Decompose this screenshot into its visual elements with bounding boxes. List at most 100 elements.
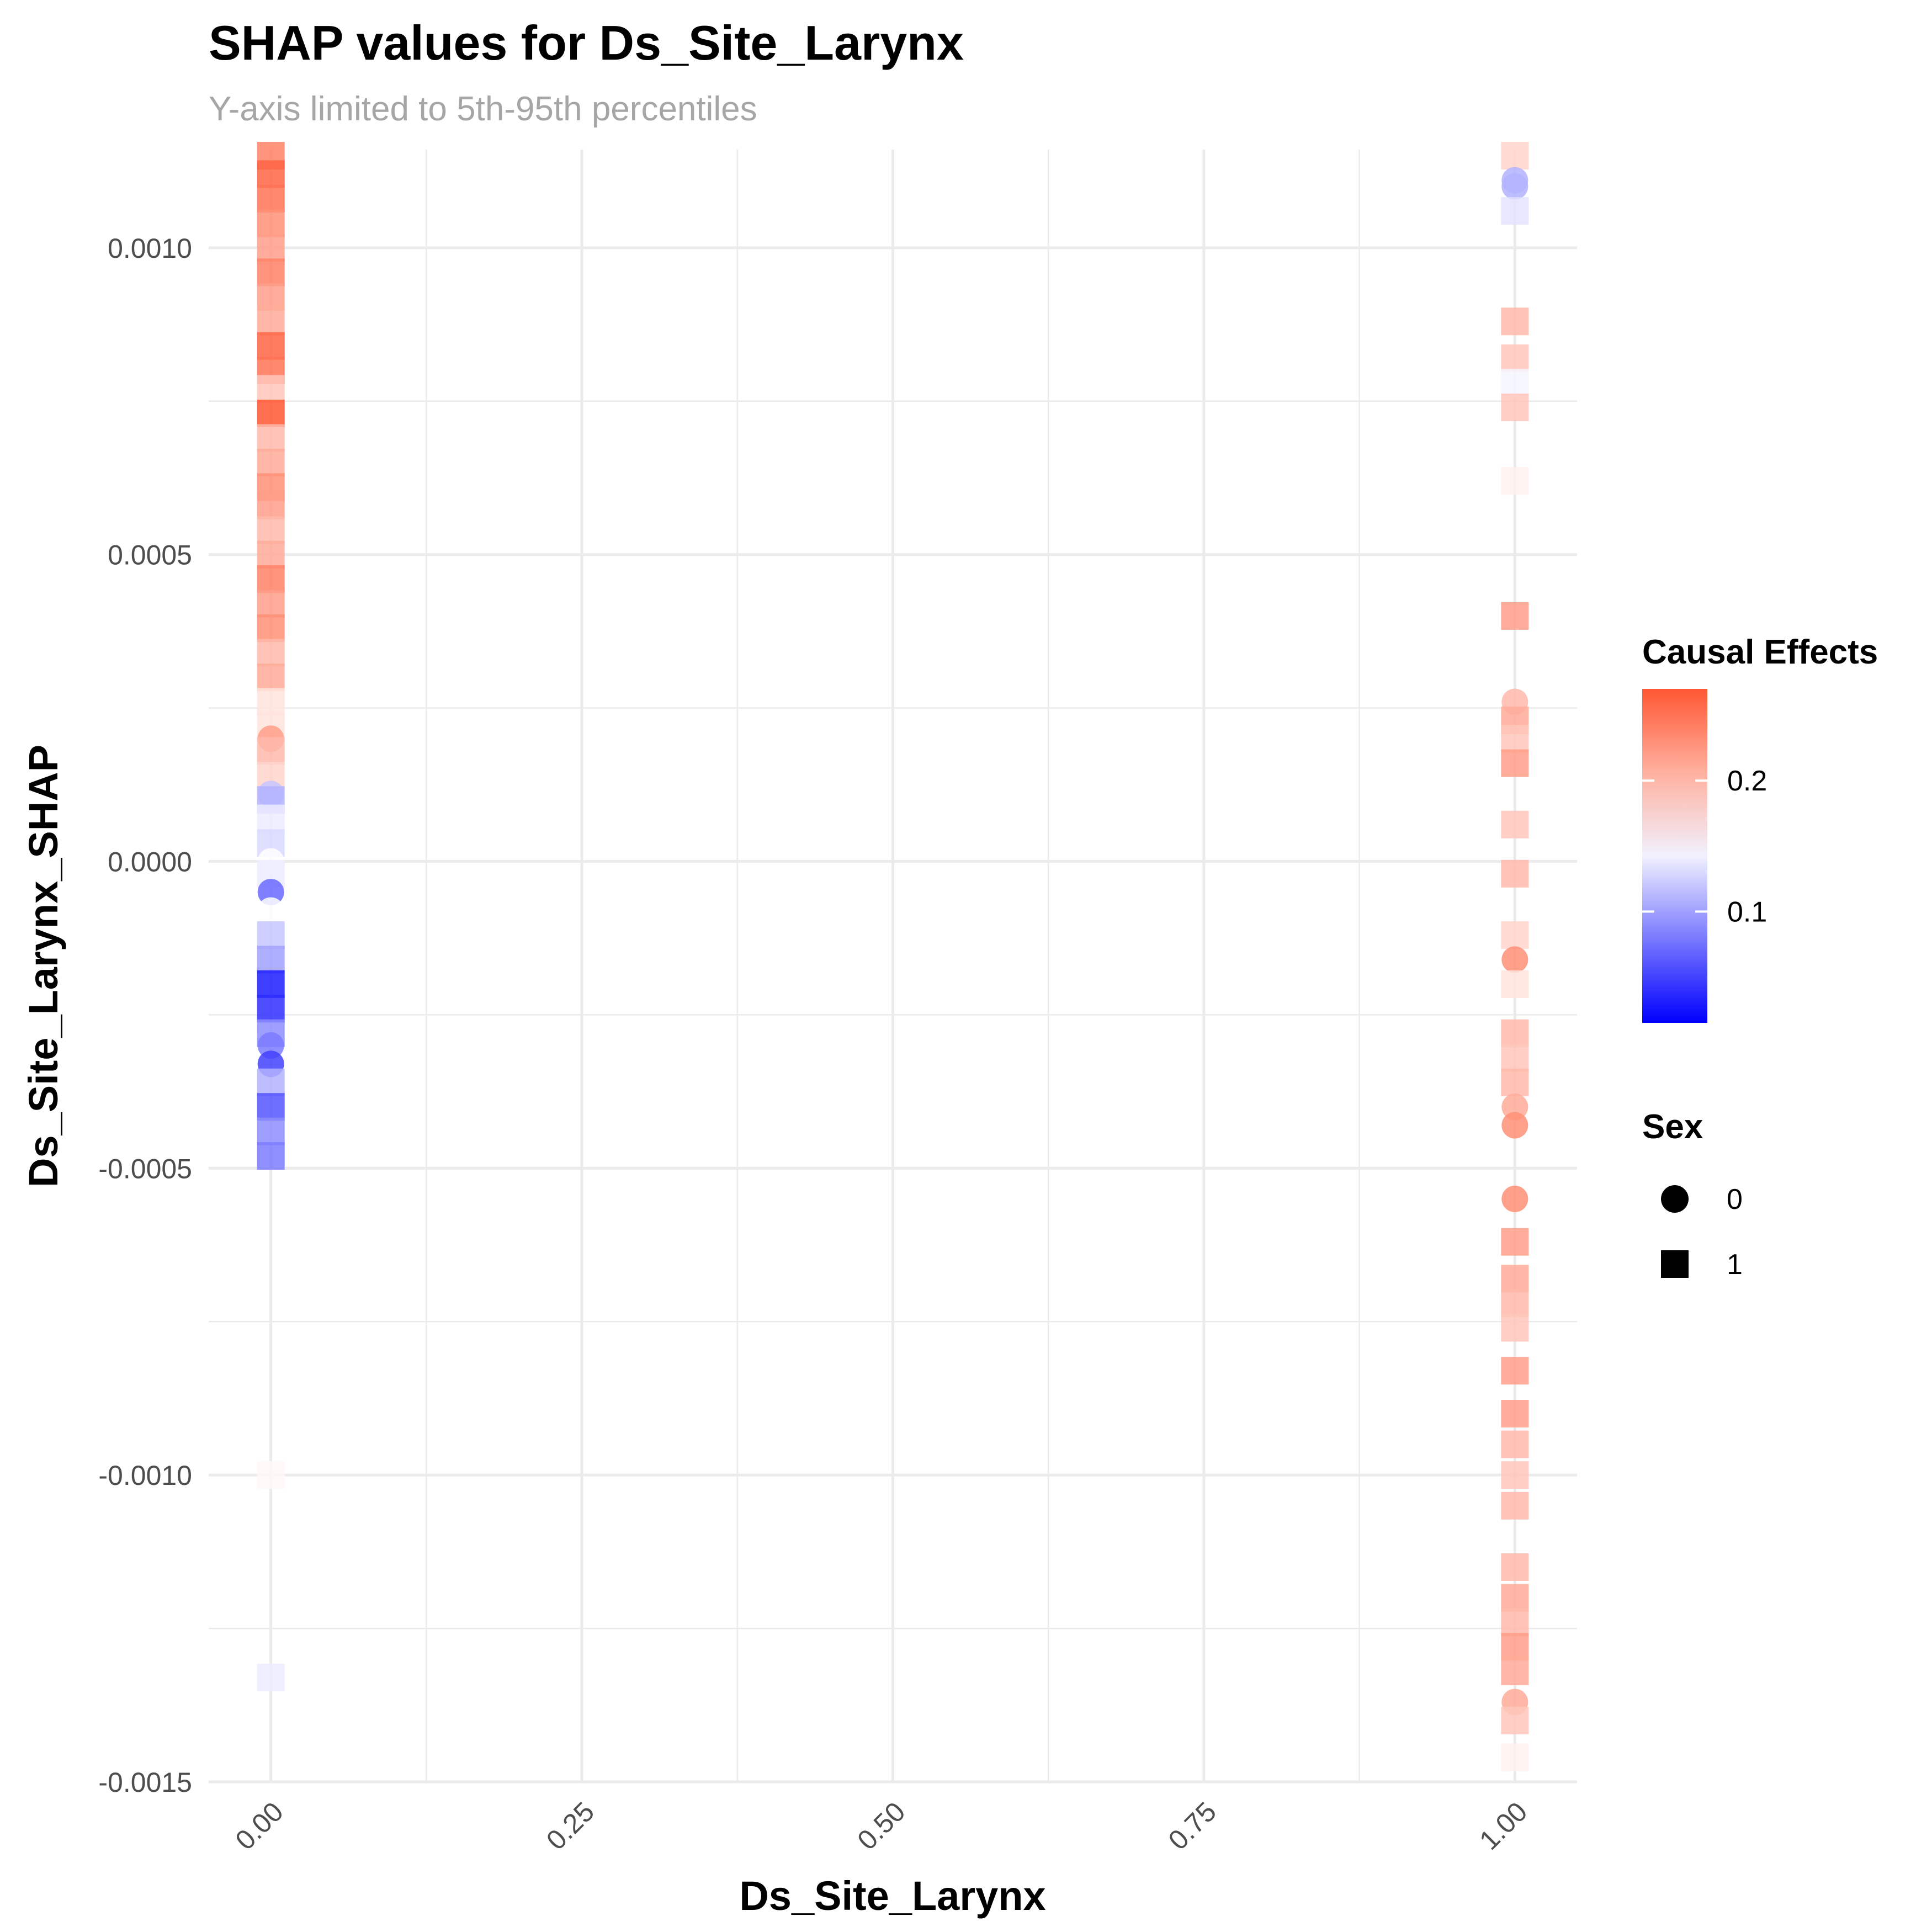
data-point-square (1501, 1289, 1529, 1317)
data-point-circle (257, 879, 284, 906)
data-point-square (1501, 393, 1529, 421)
data-point-square (257, 209, 285, 237)
colorbar-tick-label: 0.1 (1727, 896, 1767, 928)
data-point-square (257, 184, 285, 213)
data-point-square (257, 639, 285, 667)
data-point-square (257, 160, 285, 188)
data-point-circle (257, 1032, 284, 1059)
data-point-square (257, 233, 285, 262)
data-point-square (257, 424, 285, 452)
y-tick-label: 0.0000 (108, 847, 192, 878)
data-point-square (257, 946, 285, 974)
data-point-square (1501, 1461, 1529, 1489)
shape-legend-label: 1 (1727, 1249, 1743, 1281)
y-tick-label: -0.0015 (98, 1767, 192, 1798)
data-point-circle (1501, 1185, 1528, 1212)
data-point-square (257, 804, 285, 832)
data-point-square (1501, 1706, 1529, 1734)
data-point-square (1501, 369, 1529, 397)
colorbar-ticks: 0.2 0.1 (1642, 765, 1767, 928)
data-point-square (257, 540, 285, 569)
data-point-square (1501, 344, 1529, 372)
data-point-square (1501, 921, 1529, 949)
data-point-square (1501, 602, 1529, 630)
data-point-square (257, 1068, 285, 1096)
data-point-square (257, 258, 285, 286)
data-point-square (257, 688, 285, 716)
data-point-square (257, 921, 285, 949)
y-tick-label: 0.0005 (108, 540, 192, 571)
colorbar (1642, 689, 1707, 1023)
legend-circle-symbol (1661, 1185, 1689, 1213)
data-point-square (1501, 1357, 1529, 1385)
points-layer (257, 142, 1529, 1771)
data-point-square (1501, 1657, 1529, 1685)
data-point-square (1501, 749, 1529, 777)
chart-subtitle: Y-axis limited to 5th-95th percentiles (209, 90, 757, 128)
data-point-square (257, 565, 285, 593)
data-point-square (257, 664, 285, 692)
y-tick-label: -0.0005 (98, 1153, 192, 1184)
shape-legend-title: Sex (1642, 1108, 1703, 1146)
data-point-square (257, 1664, 285, 1692)
data-point-square (1501, 970, 1529, 998)
data-point-square (1501, 1492, 1529, 1520)
data-point-square (257, 1461, 285, 1489)
data-point-square (1501, 1400, 1529, 1428)
data-point-square (257, 970, 285, 998)
data-point-square (257, 516, 285, 544)
data-point-square (1501, 1553, 1529, 1581)
data-point-square (257, 1117, 285, 1145)
data-point-circle (1501, 1112, 1528, 1139)
data-point-square (257, 1093, 285, 1121)
color-legend-title: Causal Effects (1642, 633, 1878, 671)
data-point-square (1501, 1044, 1529, 1072)
data-point-square (1501, 307, 1529, 336)
chart-title: SHAP values for Ds_Site_Larynx (209, 15, 964, 70)
data-point-square (257, 491, 285, 519)
data-point-square (257, 614, 285, 643)
data-point-square (257, 995, 285, 1023)
data-point-square (1501, 725, 1529, 753)
data-point-square (1501, 1633, 1529, 1661)
color-legend: Causal Effects 0.2 0.1 (1642, 633, 1878, 1023)
data-point-square (257, 400, 285, 428)
data-point-square (257, 375, 285, 403)
data-point-square (257, 1142, 285, 1170)
shape-legend: Sex 01 (1642, 1108, 1743, 1281)
data-point-square (1501, 197, 1529, 225)
data-point-square (1501, 142, 1529, 170)
data-point-square (257, 332, 285, 360)
data-point-circle (257, 897, 284, 924)
data-point-circle (1501, 173, 1528, 200)
x-axis-title: Ds_Site_Larynx (739, 1873, 1045, 1919)
colorbar-tick-label: 0.2 (1727, 765, 1767, 797)
data-point-square (1501, 467, 1529, 495)
data-point-square (1501, 810, 1529, 838)
y-tick-label: -0.0010 (98, 1460, 192, 1491)
data-point-square (257, 737, 285, 765)
data-point-square (1501, 1608, 1529, 1636)
data-point-square (1501, 1068, 1529, 1096)
y-tick-label: 0.0010 (108, 233, 192, 264)
data-point-square (1501, 1430, 1529, 1458)
data-point-square (1501, 1265, 1529, 1293)
data-point-square (1501, 1019, 1529, 1047)
data-point-square (1501, 1228, 1529, 1256)
data-point-square (1501, 859, 1529, 888)
data-point-circle (1501, 1094, 1528, 1121)
data-point-square (1501, 1314, 1529, 1342)
data-point-square (1501, 1584, 1529, 1612)
data-point-square (257, 307, 285, 336)
data-point-square (1501, 1743, 1529, 1771)
shape-legend-items: 01 (1661, 1183, 1743, 1281)
y-axis-title: Ds_Site_Larynx_SHAP (20, 745, 66, 1187)
data-point-square (257, 590, 285, 618)
y-axis-ticks: 0.0010 0.0005 0.0000 -0.0005 -0.0010 -0.0015 (98, 233, 192, 1798)
data-point-circle (1501, 946, 1528, 973)
data-point-square (257, 283, 285, 311)
shape-legend-label: 0 (1727, 1183, 1743, 1216)
